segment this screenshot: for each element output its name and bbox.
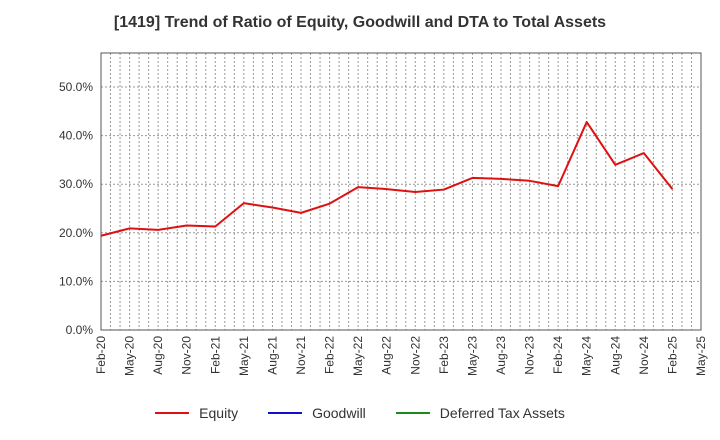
x-tick-label: May-25 [694, 336, 708, 376]
x-tick-label: May-24 [580, 336, 594, 376]
legend-swatch-goodwill [268, 412, 303, 414]
legend-item-deferred-tax-assets: Deferred Tax Assets [395, 405, 565, 421]
x-tick-label: May-22 [351, 336, 365, 376]
x-tick-label: Nov-20 [180, 336, 194, 375]
x-tick-label: Feb-25 [665, 336, 679, 374]
x-tick-label: Aug-21 [265, 336, 279, 375]
x-tick-label: Aug-22 [380, 336, 394, 375]
legend-item-goodwill: Goodwill [268, 405, 366, 421]
x-tick-label: Feb-21 [208, 336, 222, 374]
y-tick-label: 20.0% [59, 226, 93, 240]
legend-item-equity: Equity [155, 405, 238, 421]
axis-layer [100, 52, 702, 331]
x-tick-label: Aug-23 [494, 336, 508, 375]
plot-frame [100, 52, 702, 331]
x-tick-label: May-20 [123, 336, 137, 376]
x-tick-label: Aug-20 [151, 336, 165, 375]
x-tick-label: Nov-21 [294, 336, 308, 375]
legend: Equity Goodwill Deferred Tax Assets [0, 405, 720, 421]
tick-label-layer: 0.0% 10.0% 20.0% 30.0% 40.0% 50.0% Feb-20 May-2… [59, 80, 708, 376]
x-tick-label: Nov-23 [523, 336, 537, 375]
series-line-equity [100, 121, 674, 237]
x-tick-label: May-21 [237, 336, 251, 376]
y-tick-label: 30.0% [59, 177, 93, 191]
y-tick-label: 50.0% [59, 80, 93, 94]
x-tick-label: Feb-24 [551, 336, 565, 374]
legend-label-goodwill: Goodwill [312, 405, 366, 421]
x-tick-label: Aug-24 [608, 336, 622, 375]
y-tick-label: 10.0% [59, 274, 93, 288]
y-tick-label: 40.0% [59, 129, 93, 143]
legend-label-equity: Equity [199, 405, 239, 421]
legend-swatch-equity [155, 412, 190, 414]
x-tick-label: Feb-23 [437, 336, 451, 374]
chart-title: [1419] Trend of Ratio of Equity, Goodwil… [113, 14, 607, 31]
x-tick-label: Nov-22 [408, 336, 422, 375]
x-tick-label: Feb-20 [94, 336, 108, 374]
x-tick-label: May-23 [465, 336, 479, 376]
legend-swatch-deferred-tax-assets [395, 412, 430, 414]
legend-label-deferred-tax-assets: Deferred Tax Assets [439, 405, 565, 421]
x-tick-label: Nov-24 [637, 336, 651, 375]
series-layer [100, 121, 674, 237]
x-tick-label: Feb-22 [323, 336, 337, 374]
y-tick-label: 0.0% [66, 323, 94, 337]
